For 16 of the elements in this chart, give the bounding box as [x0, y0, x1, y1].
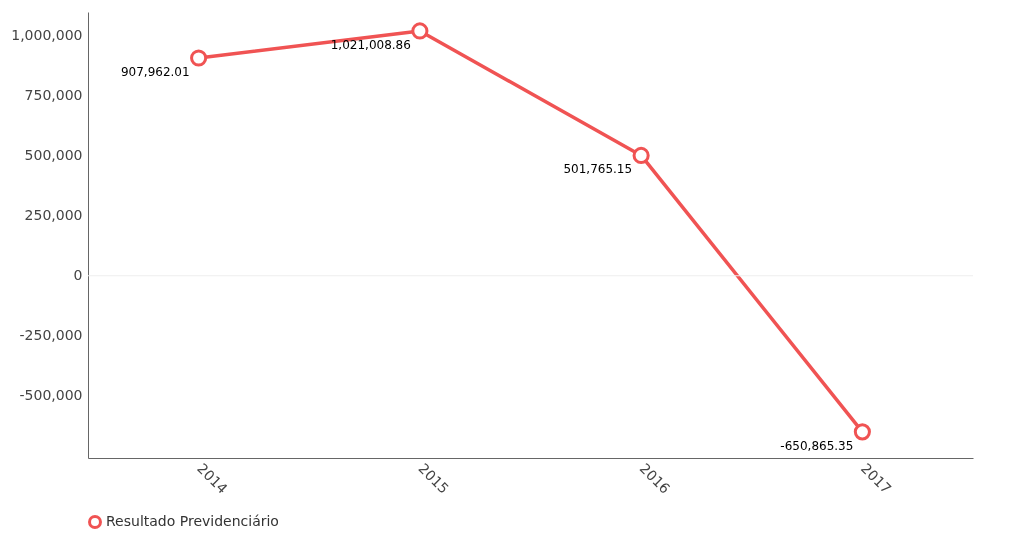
y-tick-label: 250,000: [24, 207, 83, 224]
y-tick-label: 750,000: [24, 87, 83, 104]
data-label: 1,021,008.86: [330, 37, 411, 52]
point: [632, 146, 650, 164]
y-tick-label: 1,000,000: [11, 27, 83, 44]
data-label: -650,865.35: [780, 438, 854, 453]
point: [853, 423, 871, 441]
data-label: 501,765.15: [563, 162, 633, 177]
y-tick-label: 500,000: [24, 147, 83, 164]
point: [411, 22, 429, 40]
data-label: 907,962.01: [120, 65, 190, 80]
legend-label: Resultado Previdenciário: [106, 513, 279, 529]
y-tick-label: -250,000: [19, 327, 83, 344]
y-tick-label: 0: [73, 267, 83, 284]
y-tick-label: -500,000: [19, 387, 83, 404]
point: [190, 49, 208, 67]
